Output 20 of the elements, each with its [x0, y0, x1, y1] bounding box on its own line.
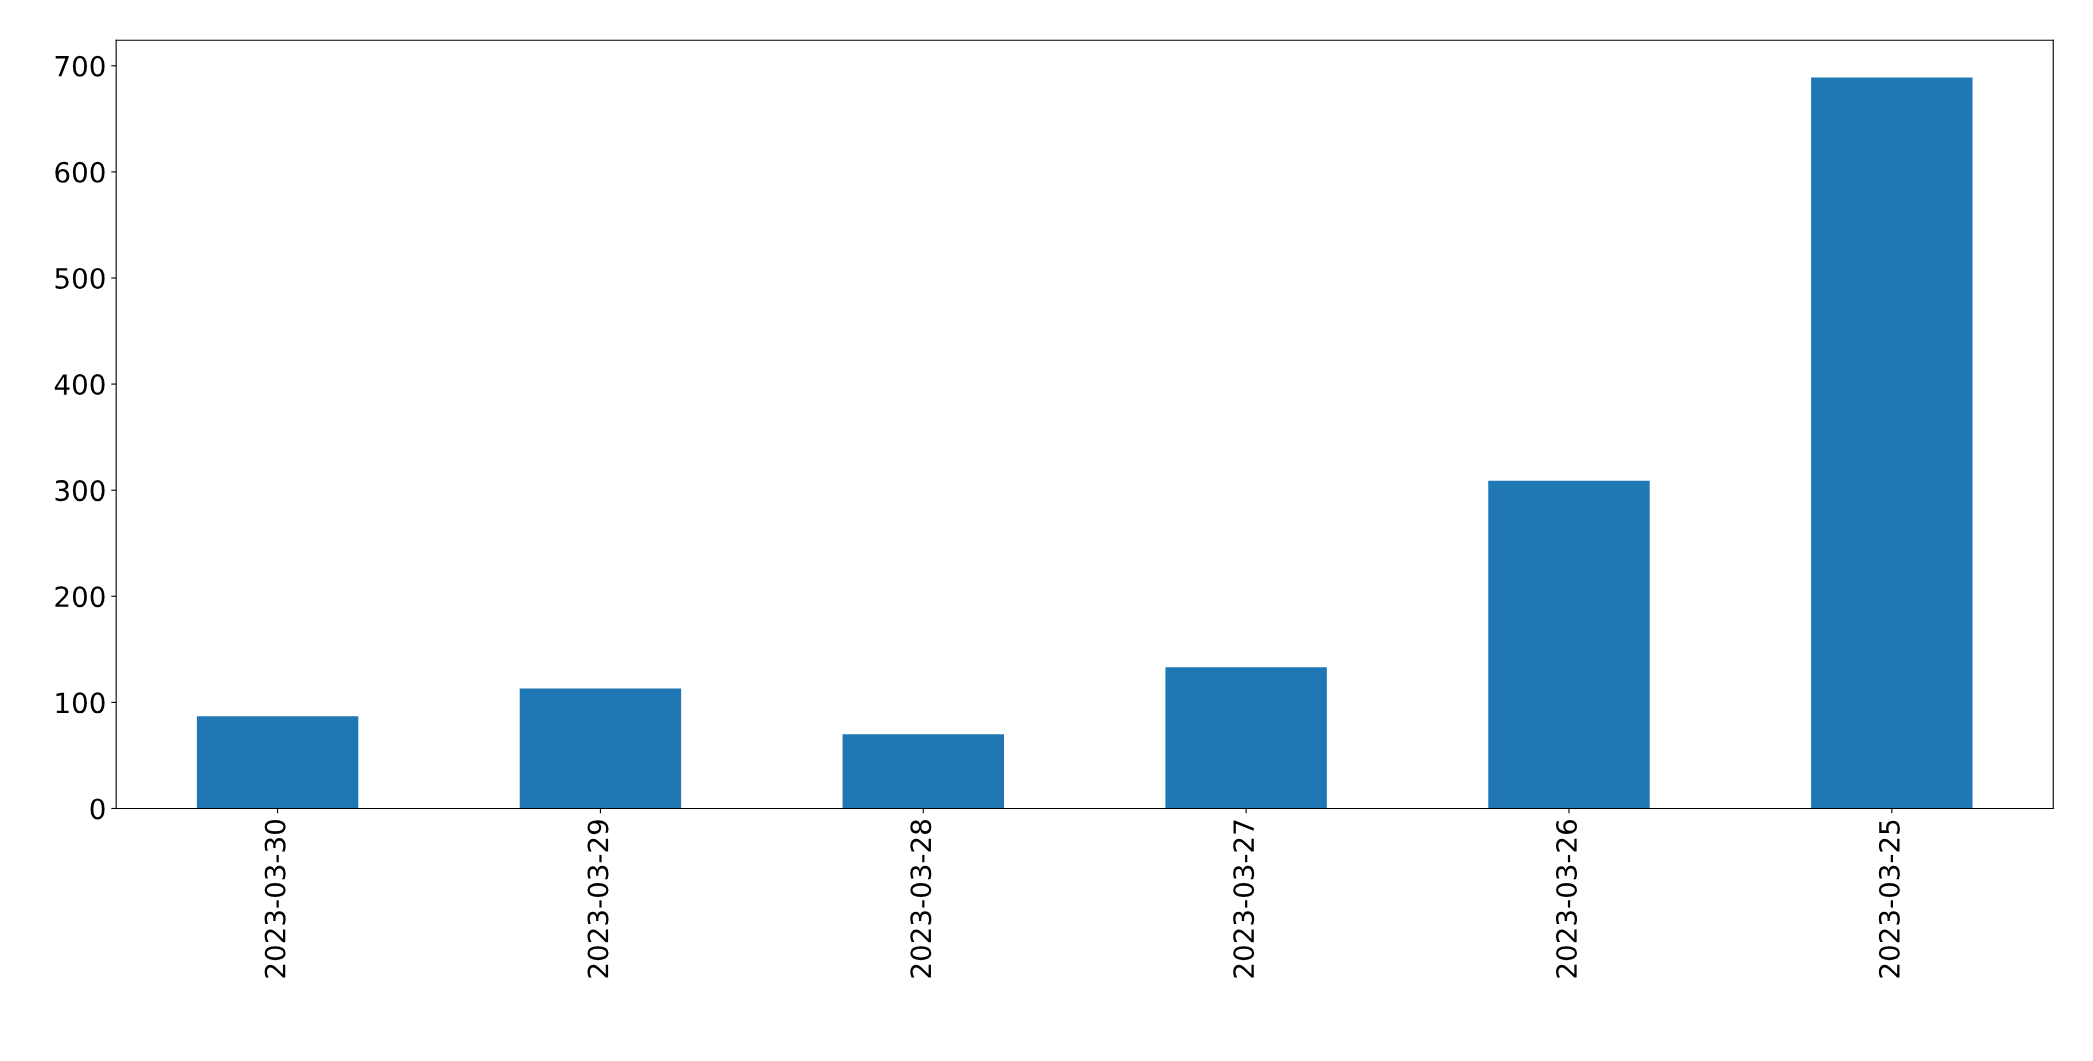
y-tick-label: 400: [54, 374, 105, 396]
y-tick-label: 300: [55, 480, 105, 502]
x-tick-label: 2023-03-30: [264, 820, 286, 978]
bar: [519, 688, 682, 809]
x-tick-label: 2023-03-28: [910, 820, 932, 978]
bar: [1165, 667, 1327, 809]
y-tick-label: 600: [55, 161, 105, 183]
bar: [1811, 77, 1973, 809]
x-tick-label: 2023-03-27: [1233, 820, 1255, 978]
y-tick-label: 500: [55, 267, 105, 289]
x-tick-label: 2023-03-29: [587, 820, 609, 978]
x-tick-label: 2023-03-25: [1878, 820, 1900, 978]
y-tick-label: 700: [55, 55, 105, 77]
y-tick-label: 0: [90, 798, 105, 820]
bar: [196, 716, 359, 809]
x-tick-label: 2023-03-26: [1556, 819, 1578, 978]
y-tick-label: 100: [56, 692, 105, 714]
y-tick-label: 200: [55, 586, 105, 608]
bar: [1488, 480, 1650, 809]
bar: [842, 734, 1004, 809]
